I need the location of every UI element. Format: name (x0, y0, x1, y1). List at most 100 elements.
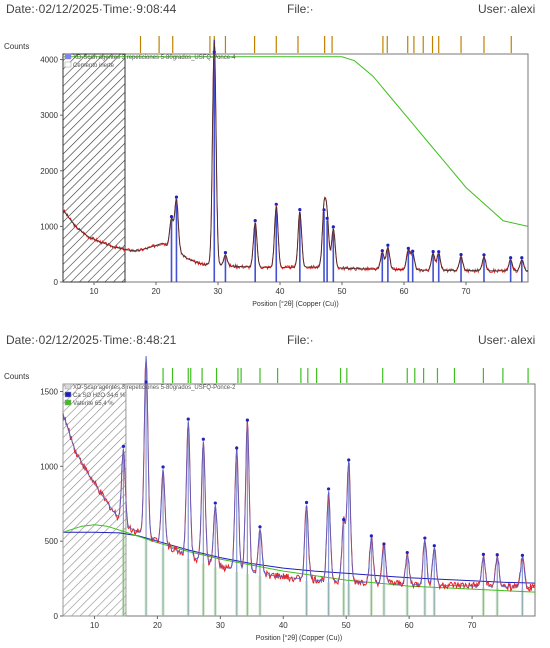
phase-bar (481, 587, 485, 616)
chart-panel-1: Counts 0 1000 2000 3000 4000 10 20 30 40 50 60 70 Pos… (4, 36, 529, 308)
peak-marker (431, 250, 435, 254)
x-tick-label: 60 (400, 287, 409, 296)
peak-marker (298, 207, 302, 212)
x-tick-label: 10 (90, 621, 99, 630)
phase-bar (495, 588, 499, 616)
x-tick-label: 20 (153, 621, 162, 630)
phase-bar (342, 583, 346, 616)
peak-marker (411, 249, 415, 253)
peak-marker (481, 552, 485, 556)
peak-marker (432, 544, 436, 548)
y-axis-label: Counts (4, 42, 29, 51)
peak-marker (274, 202, 278, 206)
legend-swatch (64, 399, 72, 406)
phase-bar (121, 527, 125, 616)
phase-bar (305, 581, 309, 616)
file-label: File:· (287, 333, 314, 347)
peak-marker (258, 525, 262, 529)
user-label: User:·alexi (478, 2, 536, 16)
y-axis-label: Counts (4, 372, 29, 381)
y-tick-label: 0 (54, 612, 59, 621)
peak-marker (520, 256, 524, 260)
y-tick-label: 0 (54, 278, 59, 287)
date-time-label: Date:·02/12/2025·Time:·8:48:21 (6, 333, 177, 347)
peak-marker (405, 550, 409, 555)
phase-bar (235, 572, 239, 616)
legend-swatch (64, 383, 72, 390)
peak-marker (161, 465, 165, 469)
x-tick-label: 30 (216, 621, 225, 630)
excluded-region (62, 383, 127, 617)
phase-bar (369, 584, 373, 616)
date-time-label: Date:·02/12/2025·Time:·9:08:44 (6, 2, 177, 16)
peak-marker (331, 225, 335, 229)
series-1-curve (63, 531, 536, 584)
peak-marker (382, 542, 386, 546)
fitted-pattern (62, 356, 536, 588)
x-axis-label: Position [°2θ] (Copper (Cu)) (256, 634, 342, 642)
y-tick-label: 1500 (40, 387, 58, 396)
legend-label: Ca SO H2O 34,6 % (73, 393, 126, 399)
y-tick-label: 500 (45, 537, 59, 546)
peak-marker (423, 536, 427, 540)
peak-marker (369, 534, 373, 538)
peak-marker (406, 246, 410, 250)
phase-bar (144, 539, 148, 616)
legend-label: Vaterite 65,4 % (73, 401, 114, 407)
y-tick-label: 2000 (40, 167, 58, 176)
y-tick-label: 4000 (40, 56, 58, 65)
header-panel-1: Date:·02/12/2025·Time:·9:08:44 File:· Us… (0, 2, 550, 20)
header-panel-2: Date:·02/12/2025·Time:·8:48:21 File:· Us… (0, 333, 550, 351)
phase-bar (161, 547, 165, 616)
peak-marker (201, 437, 205, 441)
x-tick-label: 50 (342, 621, 351, 630)
x-tick-label: 70 (462, 287, 471, 296)
user-label: User:·alexi (478, 333, 536, 347)
phase-bar (432, 586, 436, 616)
plot-area (62, 53, 529, 283)
x-tick-label: 30 (214, 287, 223, 296)
peak-marker (169, 215, 174, 219)
peak-marker (342, 517, 346, 522)
phase-bar (213, 567, 217, 616)
x-tick-label: 70 (468, 621, 477, 630)
peak-marker (174, 195, 179, 199)
phase-bar (258, 575, 262, 616)
x-tick-label: 10 (90, 287, 99, 296)
excluded-region (62, 53, 126, 283)
x-tick-label: 50 (338, 287, 347, 296)
y-tick-label: 1000 (40, 222, 58, 231)
plot-area (62, 383, 536, 617)
peak-marker (245, 418, 249, 422)
phase-bar (186, 558, 190, 616)
x-tick-label: 60 (405, 621, 414, 630)
phase-bar (520, 588, 524, 616)
peak-marker (212, 50, 216, 54)
peak-marker (459, 253, 463, 257)
peak-marker (253, 219, 257, 223)
x-tick-label: 40 (276, 287, 285, 296)
peak-marker (213, 501, 217, 505)
phase-bar (245, 573, 249, 616)
x-axis-label: Position [°2θ] (Copper (Cu)) (252, 300, 338, 308)
x-tick-label: 20 (152, 287, 161, 296)
phase-bar (347, 583, 351, 616)
legend-label: XD-Scan agentes 3 repeticiones 5-80grado… (73, 55, 236, 61)
phase-bar (201, 563, 205, 616)
legend-label: XD-Scan agentes 3 repeticiones 5-80grado… (73, 385, 236, 391)
legend-swatch (64, 53, 72, 60)
series-1-curve (63, 56, 529, 227)
y-tick-label: 3000 (40, 111, 58, 120)
legend-label: Cemento inerte (73, 63, 115, 69)
peak-marker (325, 216, 329, 220)
fitted-pattern (62, 41, 529, 272)
peak-marker (482, 253, 486, 257)
peak-marker (495, 553, 499, 557)
phase-bar (405, 586, 409, 616)
peak-marker (520, 553, 525, 557)
phase-bar (327, 582, 331, 616)
peak-marker (326, 487, 331, 491)
peak-marker (223, 250, 228, 255)
peak-marker (509, 256, 513, 260)
peak-marker (322, 208, 326, 212)
